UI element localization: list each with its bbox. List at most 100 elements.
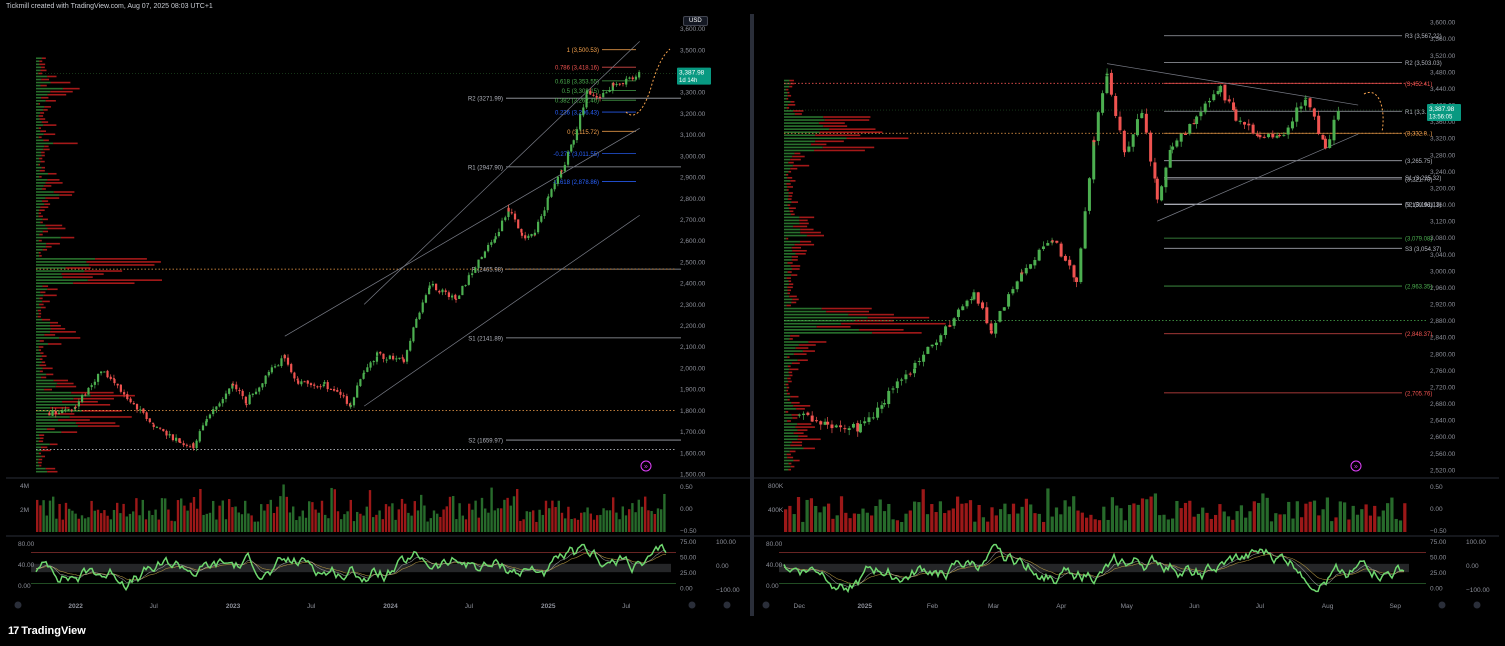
- volume-bar: [490, 487, 493, 532]
- volume-profile-bar: [789, 338, 793, 340]
- volume-bar: [1042, 521, 1046, 532]
- volume-bar: [138, 515, 141, 532]
- oscillator-left-tick: 0.00: [18, 583, 31, 590]
- x-tick-label: Jul: [465, 603, 474, 610]
- volume-profile-bar: [45, 182, 63, 184]
- oscillator-main-line: [783, 543, 1405, 594]
- projection-arrow: [1363, 91, 1384, 133]
- volume-profile-bar: [823, 125, 848, 127]
- level-label: 0.786 (3,418.16): [555, 66, 599, 72]
- tradingview-logo[interactable]: 17 TradingView: [8, 625, 86, 637]
- candle-body: [1258, 134, 1262, 138]
- volume-bar: [1153, 493, 1158, 532]
- volume-profile-bar: [43, 148, 50, 151]
- volume-profile-bar: [38, 239, 42, 242]
- volume-bar: [1269, 521, 1274, 532]
- volume-profile-bar: [36, 84, 41, 87]
- volume-bar: [381, 519, 384, 532]
- daily-chart-panel[interactable]: 3,600.00 3,560.00 3,520.00 3,480.00 3,440.00…: [754, 14, 1499, 616]
- volume-bar: [1209, 518, 1213, 532]
- candle-body: [84, 394, 87, 396]
- volume-profile-bar: [41, 355, 47, 357]
- volume-bar: [938, 501, 943, 532]
- volume-profile-bar: [784, 240, 800, 243]
- candle-body: [863, 421, 867, 424]
- level-label: S1 (2141.89): [468, 336, 503, 342]
- currency-button[interactable]: USD: [683, 16, 708, 26]
- x-tick-label: Feb: [927, 603, 939, 610]
- volume-profile-bar: [784, 259, 792, 261]
- volume-bar: [311, 502, 314, 532]
- x-tick-label: Dec: [794, 603, 806, 610]
- volume-profile-bar: [39, 297, 43, 300]
- volume-bar: [224, 519, 228, 532]
- candle-body: [306, 380, 309, 384]
- volume-profile-bar: [36, 440, 39, 443]
- volume-profile-bar: [36, 75, 48, 78]
- volume-profile-bar: [39, 434, 45, 436]
- y-tick-label: 2,600.00: [680, 238, 706, 245]
- volume-bar: [1295, 501, 1299, 532]
- oscillator-signal-line: [783, 554, 1405, 584]
- weekly-chart-svg[interactable]: 3,600.003,500.003,400.003,300.003,200.00…: [6, 14, 750, 616]
- candle-body: [286, 357, 290, 365]
- level-label: -0.272 (3,011.55): [553, 152, 599, 158]
- volume-profile-bar: [784, 408, 797, 410]
- volume-profile-bar: [38, 127, 41, 129]
- candle-body: [467, 275, 471, 277]
- candle-body: [103, 371, 106, 373]
- volume-profile-bar: [789, 295, 797, 298]
- volume-profile-bar: [791, 201, 799, 203]
- volume-profile-bar: [784, 420, 788, 422]
- volume-profile-bar: [795, 426, 815, 428]
- volume-bar: [346, 511, 349, 532]
- volume-profile-bar: [784, 322, 842, 325]
- volume-profile-bar: [38, 251, 41, 254]
- volume-profile-bar: [53, 191, 75, 193]
- volume-profile-bar: [69, 416, 132, 418]
- volume-profile-bar: [36, 270, 85, 272]
- axis-button-icon: [1473, 601, 1481, 609]
- volume-bar: [164, 498, 167, 532]
- volume-profile-bar: [872, 332, 922, 334]
- volume-profile-bar: [784, 253, 796, 255]
- candle-body: [621, 83, 625, 85]
- volume-profile-bar: [36, 203, 45, 205]
- oscillator-left-tick: 0.00: [766, 583, 779, 590]
- level-label: (3,079.08): [1405, 237, 1432, 243]
- volume-profile-bar: [784, 332, 873, 334]
- volume-bar: [93, 510, 96, 532]
- x-tick-label: 2022: [68, 603, 83, 610]
- volume-profile-bar: [792, 268, 800, 270]
- volume-profile-bar: [784, 423, 798, 425]
- daily-chart-svg[interactable]: 3,600.00 3,560.00 3,520.00 3,480.00 3,440.00…: [754, 14, 1499, 616]
- volume-profile-bar: [848, 313, 894, 316]
- volume-profile-bar: [784, 465, 791, 468]
- volume-profile-bar: [784, 231, 801, 234]
- candle-body: [51, 410, 54, 416]
- volume-bar: [196, 508, 199, 532]
- pane-divider[interactable]: [750, 14, 754, 616]
- volume-bar: [77, 518, 80, 532]
- volume-bar: [628, 509, 631, 532]
- volume-profile-bar: [36, 346, 39, 348]
- candle-body: [356, 385, 359, 398]
- volume-profile-bar: [789, 85, 793, 88]
- x-tick-label: Jul: [307, 603, 316, 610]
- indicator-icon: [640, 460, 652, 472]
- axis-button-icon: [688, 601, 696, 609]
- volume-bar: [1106, 519, 1110, 532]
- volume-profile-bar: [796, 408, 805, 410]
- candle-body: [348, 403, 352, 407]
- volume-profile-bar: [44, 203, 51, 205]
- weekly-chart-panel[interactable]: 3,600.003,500.003,400.003,300.003,200.00…: [6, 14, 750, 616]
- countdown-label: 1d 14h: [679, 78, 697, 84]
- volume-bar: [349, 499, 352, 532]
- volume-profile-bar: [36, 455, 42, 458]
- candle-body: [1144, 113, 1148, 133]
- volume-profile-bar: [784, 143, 812, 146]
- volume-profile-bar: [84, 270, 123, 272]
- volume-bar: [801, 521, 805, 532]
- volume-profile-bar: [36, 66, 42, 69]
- volume-profile-bar: [792, 417, 798, 419]
